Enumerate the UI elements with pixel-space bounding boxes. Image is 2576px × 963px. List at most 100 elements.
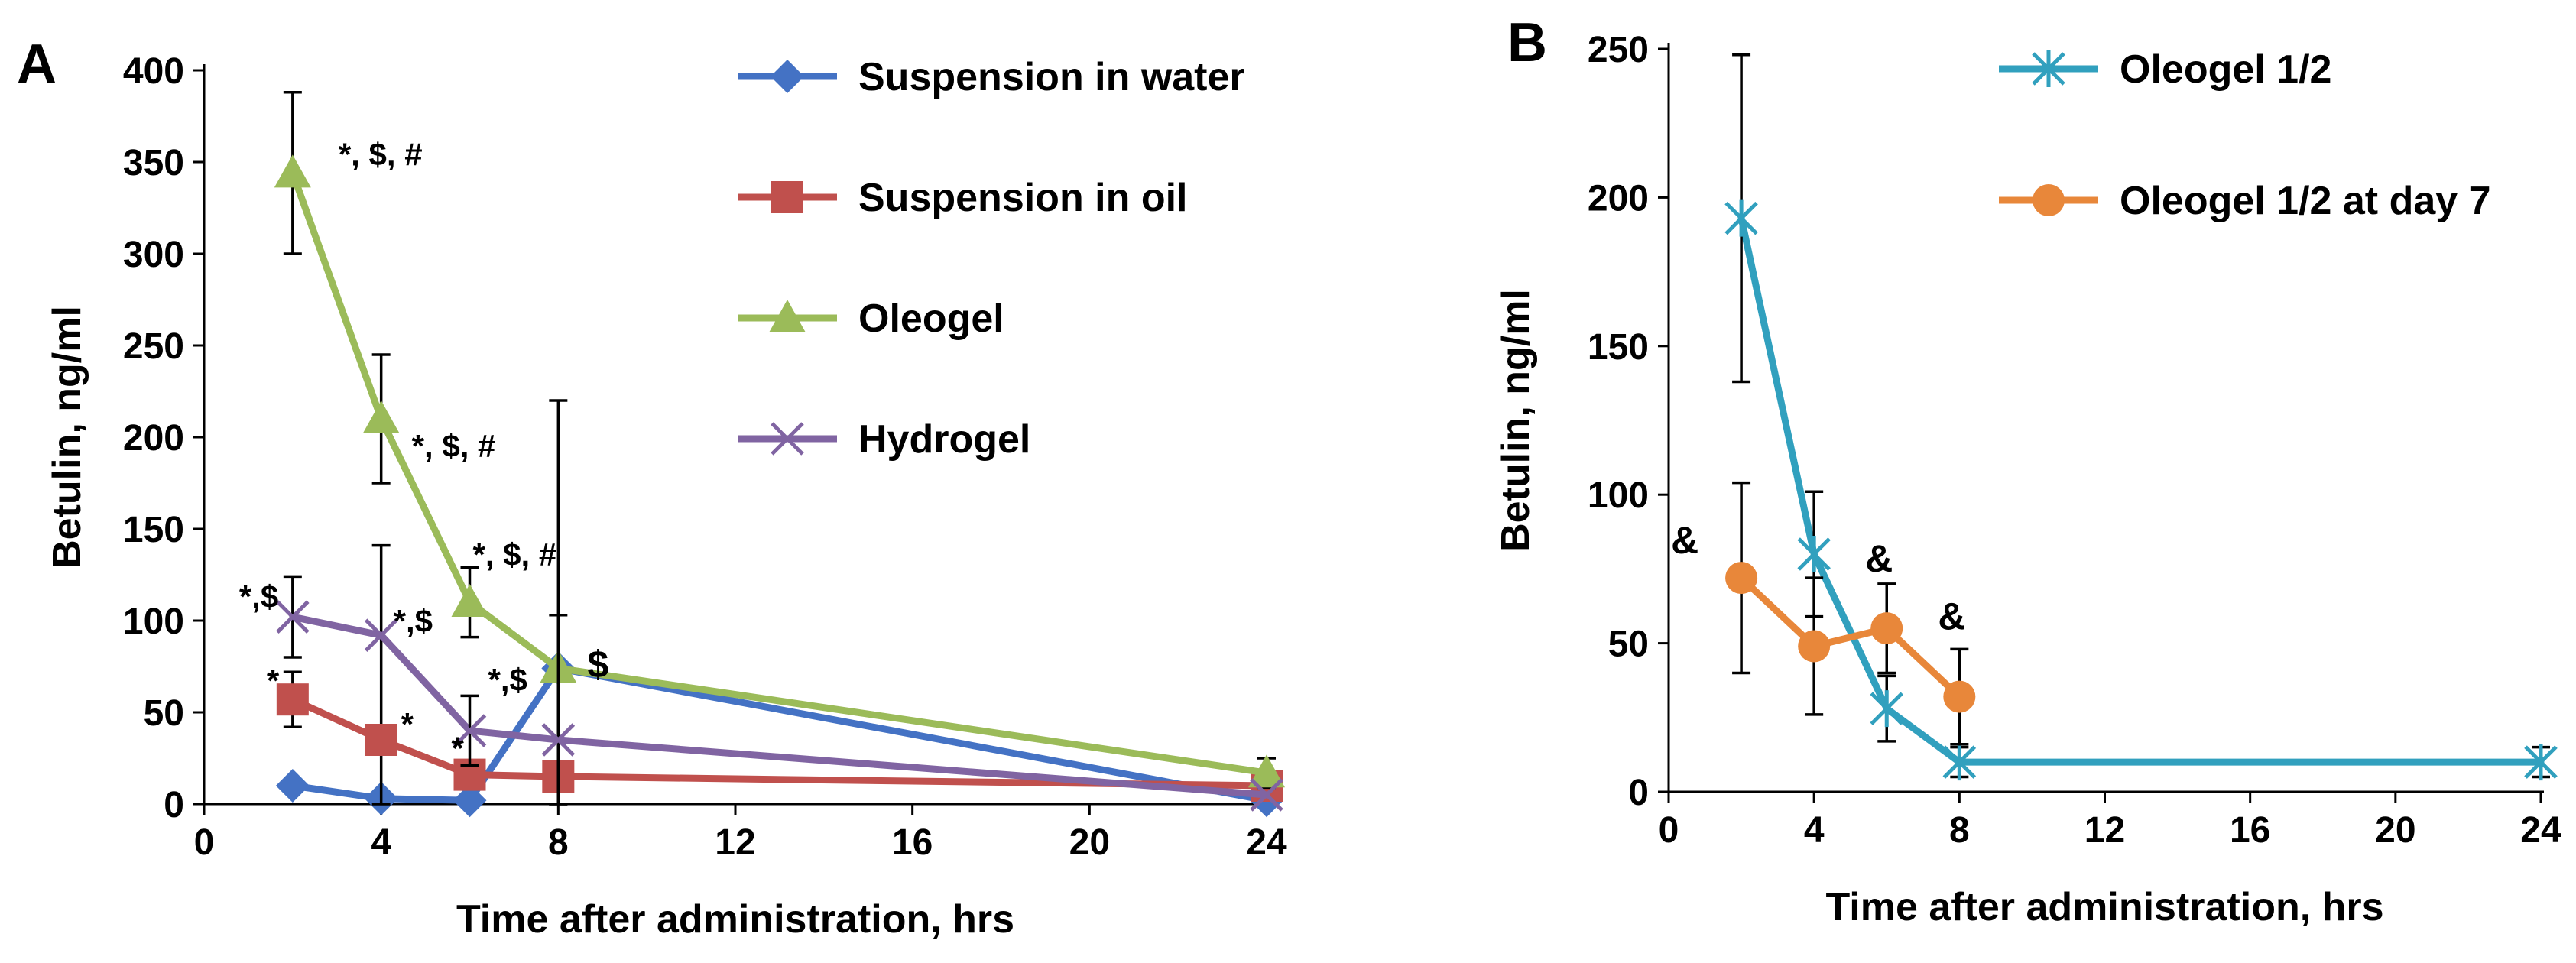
x-tick-label: 12: [715, 822, 755, 863]
legend-item: Suspension in oil: [738, 176, 1187, 220]
data-point: [1250, 778, 1283, 812]
legend-label: Oleogel 1/2: [2120, 47, 2331, 92]
data-point: [541, 723, 576, 757]
x-tick-label: 20: [1069, 822, 1110, 863]
series-line: [289, 169, 1270, 777]
y-tick-label: 150: [1588, 327, 1649, 368]
significance-annotation: $: [587, 643, 608, 686]
legend-marker: [771, 181, 803, 213]
data-point-stroke: [541, 723, 576, 757]
data-point: [364, 618, 398, 652]
legend-label: Suspension in water: [858, 55, 1245, 99]
data-point: [453, 714, 487, 747]
x-tick-label: 16: [892, 822, 933, 863]
y-tick-label: 0: [1628, 773, 1649, 813]
series-suspension-in-water: [275, 651, 1283, 818]
significance-annotation: &: [1671, 519, 1698, 562]
legend-item: Suspension in water: [738, 55, 1245, 99]
x-tick-label: 0: [194, 822, 215, 863]
data-point: [1248, 754, 1285, 788]
legend-label: Oleogel 1/2 at day 7: [2120, 179, 2491, 223]
data-point: [1870, 612, 1903, 645]
legend-item: Oleogel 1/2: [1999, 47, 2331, 92]
data-point: [1797, 535, 1831, 572]
y-tick-label: 250: [123, 326, 184, 367]
data-point: [1798, 630, 1831, 663]
significance-annotation: &: [1865, 537, 1893, 580]
x-tick-label: 16: [2230, 810, 2270, 851]
y-tick-label: 100: [1588, 475, 1649, 516]
data-point: [274, 154, 311, 188]
panel-a-chart: A 0 50 100 150 200 250 300 350 400 0 4 8 12 16 20 24 Time…: [17, 34, 1287, 942]
y-axis-title: Betulin, ng/ml: [1494, 289, 1538, 552]
significance-annotation: *,$: [488, 662, 527, 698]
y-tick-label: 100: [123, 601, 184, 642]
data-point: [1724, 199, 1758, 237]
y-tick-label: 150: [123, 510, 184, 550]
y-tick-label: 400: [123, 51, 184, 92]
x-axis-title: Time after administration, hrs: [1825, 885, 2383, 929]
significance-annotation: *,$: [394, 603, 433, 639]
y-tick-label: 0: [164, 785, 184, 825]
data-point: [365, 724, 397, 756]
x-tick-label: 0: [1659, 810, 1679, 851]
x-tick-label: 4: [371, 822, 391, 863]
x-axis-title: Time after administration, hrs: [456, 897, 1014, 942]
y-tick-label: 50: [1608, 624, 1649, 665]
series-oleogel: [274, 91, 1285, 806]
data-point-stroke: [364, 618, 398, 652]
panel-label: A: [17, 34, 57, 95]
y-tick-label: 200: [123, 418, 184, 459]
y-axis-title: Betulin, ng/ml: [45, 306, 89, 569]
significance-annotation: *: [401, 706, 414, 742]
data-point: [362, 400, 400, 433]
data-point: [1870, 690, 1904, 728]
data-point: [1725, 562, 1758, 595]
significance-annotation: *: [452, 731, 465, 767]
series-suspension-in-oil: [276, 543, 1283, 806]
y-tick-label: 250: [1588, 30, 1649, 70]
y-tick-label: 350: [123, 143, 184, 183]
y-tick-label: 200: [1588, 178, 1649, 219]
x-tick-label: 8: [548, 822, 569, 863]
x-tick-label: 24: [2520, 810, 2561, 851]
data-point: [276, 600, 310, 634]
data-point: [1943, 680, 1976, 713]
x-tick-label: 4: [1804, 810, 1825, 851]
significance-annotation: *, $, #: [412, 428, 496, 464]
legend-marker: [771, 422, 804, 456]
x-tick-label: 24: [1246, 822, 1287, 863]
legend-marker: [769, 300, 806, 332]
series-oleogel-1-2-at-day-7: [1725, 481, 1976, 746]
data-point: [276, 683, 309, 716]
y-tick-label: 50: [144, 693, 184, 734]
legend-item: Hydrogel: [738, 417, 1030, 462]
data-point-stroke: [1250, 778, 1283, 812]
panel-label: B: [1507, 12, 1547, 73]
legend-marker-stroke: [771, 422, 804, 456]
legend-marker: [771, 60, 804, 93]
legend-item: Oleogel 1/2 at day 7: [1999, 179, 2491, 223]
series-line: [1737, 215, 2545, 766]
series-line: [1737, 574, 1963, 701]
legend-marker: [2033, 184, 2065, 216]
significance-annotation: *,$: [239, 579, 278, 614]
legend-label: Oleogel: [858, 297, 1004, 341]
panel-b-chart: B 0 50 100 150 200 250 0 4 8 12 16 20 24 Time after ad…: [1494, 12, 2561, 929]
y-tick-label: 300: [123, 235, 184, 275]
data-point: [2524, 744, 2558, 781]
legend-label: Hydrogel: [858, 417, 1030, 462]
x-tick-label: 12: [2084, 810, 2125, 851]
series-line: [289, 613, 1270, 799]
data-point-stroke: [453, 714, 487, 747]
x-tick-label: 8: [1949, 810, 1970, 851]
series-hydrogel: [276, 575, 1283, 812]
data-point: [453, 783, 487, 818]
data-point-stroke: [276, 600, 310, 634]
x-tick-label: 20: [2375, 810, 2415, 851]
legend-item: Oleogel: [738, 297, 1004, 341]
significance-annotation: *, $, #: [339, 136, 423, 172]
significance-annotation: *, $, #: [473, 537, 557, 572]
legend-label: Suspension in oil: [858, 176, 1187, 220]
